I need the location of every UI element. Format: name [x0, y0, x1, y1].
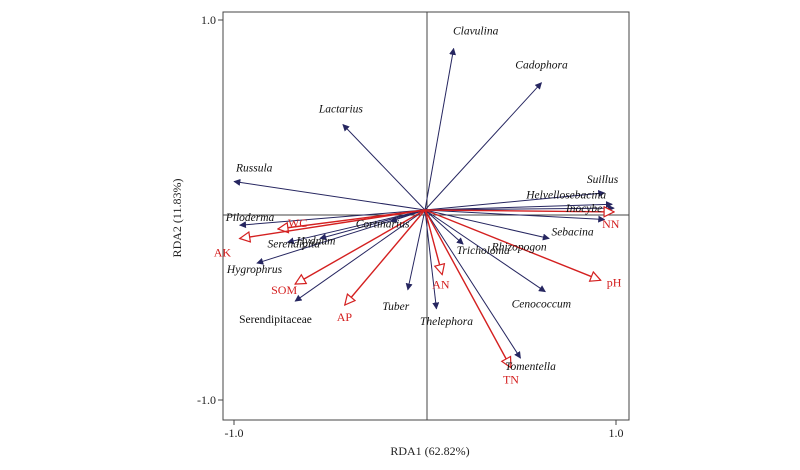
species-arrow-hygrophrus [256, 209, 426, 265]
species-arrow-tuber [405, 209, 426, 291]
species-label-inocybe: Inocybe [565, 203, 602, 215]
env-label-ak: AK [214, 246, 232, 260]
x-tick-label: -1.0 [225, 426, 244, 440]
species-label-cadophora: Cadophora [515, 60, 568, 72]
species-arrow-rhizopogon [424, 209, 550, 241]
species-label-cenococcum: Cenococcum [512, 299, 571, 311]
species-label-rhizopogon: Rhizopogon [491, 242, 547, 254]
x-axis-title: RDA1 (62.82%) [390, 444, 469, 458]
species-arrow-cadophora [424, 82, 542, 211]
y-tick-label: 1.0 [201, 13, 216, 27]
species-label-tomentella: Tomentella [505, 361, 556, 373]
env-label-ap: AP [337, 310, 353, 324]
species-label-lactarius: Lactarius [318, 104, 364, 116]
env-arrow-nn [424, 210, 614, 212]
env-arrow-som [295, 209, 426, 284]
env-label-an: AN [432, 278, 450, 292]
species-label-clavulina: Clavulina [453, 26, 499, 38]
env-arrow-tn [424, 209, 511, 368]
species-label-tuber: Tuber [382, 301, 409, 313]
species-label-hydnum: Hydnum [295, 236, 335, 248]
species-label-piloderma: Piloderma [225, 212, 275, 224]
species-arrow-serendipitaceae [294, 209, 426, 302]
species-arrow-hydnum [319, 209, 426, 241]
species-arrow-cenococcum [424, 209, 546, 293]
species-arrow-sebacina [424, 209, 606, 223]
species-arrow-thelephora [424, 209, 440, 310]
species-label-suillus: Suillus [587, 174, 619, 186]
env-arrow-ph [424, 209, 601, 280]
environmental-arrows [240, 210, 614, 368]
species-label-sebacina: Sebacina [551, 227, 593, 239]
x-tick-label: 1.0 [609, 426, 624, 440]
species-arrow-clavulina [424, 47, 456, 211]
species-arrow-helvellosebacina [424, 200, 613, 211]
species-labels: Clavulina Cadophora Lactarius Russula Suillu… [225, 26, 619, 374]
env-arrow-ap [345, 209, 426, 305]
species-arrow-tricholoma [424, 209, 464, 245]
env-arrow-an [424, 209, 442, 275]
species-arrow-lactarius [342, 123, 426, 211]
species-arrow-suillus [424, 190, 606, 211]
env-label-som: SOM [271, 283, 297, 297]
env-label-tn: TN [503, 373, 519, 387]
environmental-labels: WC AK SOM AP AN TN pH NN [214, 216, 622, 387]
x-axis-ticks: -1.0 1.0 [225, 420, 624, 440]
species-arrow-russula [233, 178, 426, 211]
species-arrow-serendipita [286, 209, 426, 245]
env-label-ph: pH [607, 275, 622, 289]
species-label-russula: Russula [235, 163, 273, 175]
y-tick-label: -1.0 [197, 393, 216, 407]
y-axis-ticks: 1.0 -1.0 [197, 13, 223, 407]
env-arrow-ak [240, 209, 426, 239]
env-label-nn: NN [602, 217, 620, 231]
species-arrow-tomentella [424, 209, 521, 359]
plot-frame [222, 11, 630, 421]
env-label-wc: WC [288, 216, 307, 230]
species-label-cortinarius: Cortinarius [356, 218, 410, 230]
species-label-serendipita: Serendipita [267, 238, 320, 250]
species-arrows [233, 47, 615, 359]
species-label-helvellosebacina: Helvellosebacina [525, 189, 606, 201]
species-label-serendipitaceae: Serendipitaceae [239, 314, 312, 326]
y-axis-title: RDA2 (11.83%) [170, 179, 184, 258]
species-arrow-piloderma [239, 209, 426, 229]
species-label-tricholoma: Tricholoma [457, 245, 510, 257]
species-label-thelephora: Thelephora [420, 316, 473, 328]
species-label-hygrophrus: Hygrophrus [226, 264, 283, 276]
